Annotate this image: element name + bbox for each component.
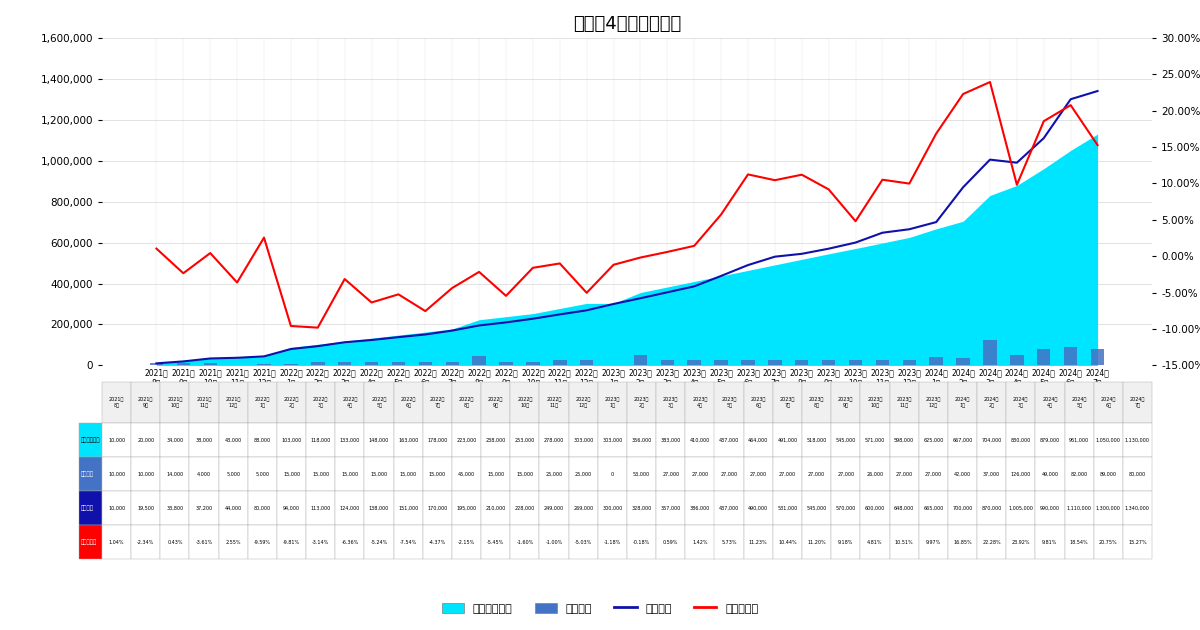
Bar xyxy=(634,355,647,365)
Bar xyxy=(661,360,674,365)
Bar xyxy=(204,362,217,365)
Bar xyxy=(742,360,755,365)
Title: ひふみ4銃柄運用実績: ひふみ4銃柄運用実績 xyxy=(572,16,682,33)
Bar xyxy=(284,364,298,365)
Bar xyxy=(848,360,863,365)
Bar xyxy=(391,362,406,365)
Bar xyxy=(768,360,781,365)
Bar xyxy=(688,360,701,365)
Bar xyxy=(876,360,889,365)
Bar xyxy=(311,362,324,365)
Bar xyxy=(1037,348,1050,365)
Bar xyxy=(338,362,352,365)
Bar xyxy=(526,362,540,365)
Bar xyxy=(419,362,432,365)
Bar xyxy=(473,356,486,365)
Bar xyxy=(714,360,728,365)
Legend: 受渡金額合計, 受渡金額, 評価金額, 評価損益率: 受渡金額合計, 受渡金額, 評価金額, 評価損益率 xyxy=(437,598,763,618)
Bar xyxy=(1010,355,1024,365)
Bar xyxy=(930,357,943,365)
Bar xyxy=(176,364,190,365)
Bar xyxy=(553,360,566,365)
Bar xyxy=(257,364,271,365)
Bar xyxy=(822,360,835,365)
Bar xyxy=(956,358,970,365)
Bar xyxy=(445,362,458,365)
Bar xyxy=(150,364,163,365)
Bar xyxy=(796,360,809,365)
Bar xyxy=(902,360,916,365)
Bar xyxy=(365,362,378,365)
Bar xyxy=(1064,347,1078,365)
Bar xyxy=(1091,349,1104,365)
Bar xyxy=(580,360,593,365)
Bar xyxy=(499,362,512,365)
Bar xyxy=(983,340,997,365)
